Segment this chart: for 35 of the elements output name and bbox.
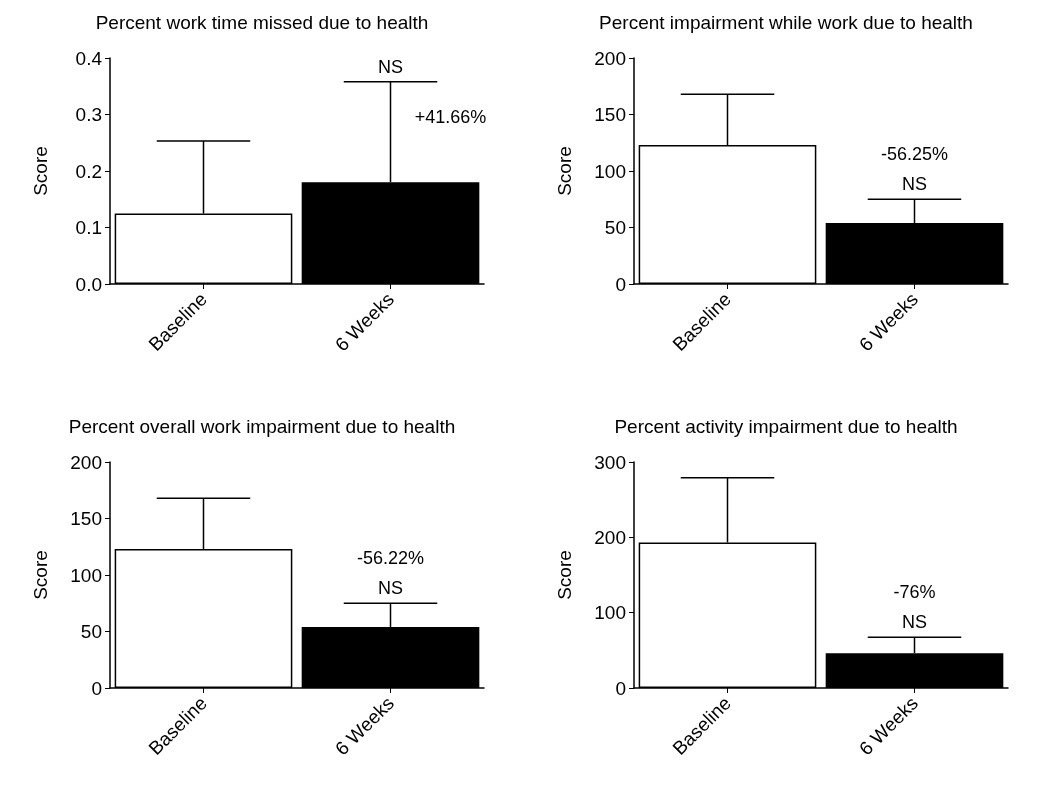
chart-title: Percent work time missed due to health (95, 12, 429, 33)
y-tick-label: 150 (70, 508, 102, 529)
annotation: NS (901, 612, 928, 633)
y-tick-label: 0 (91, 677, 102, 699)
annotation: -56.25% (880, 144, 949, 165)
y-axis-title: Score (30, 550, 51, 600)
y-axis-title: Score (554, 146, 575, 196)
annotation: +41.66% (414, 106, 487, 127)
y-tick-label: 0.3 (75, 104, 102, 125)
y-tick-label: 200 (594, 47, 626, 69)
annotation: -56.22% (356, 548, 425, 569)
y-axis-title: Score (554, 550, 575, 600)
y-tick-label: 200 (594, 526, 626, 548)
y-tick-label: 200 (70, 451, 102, 473)
chart-title: Percent activity impairment due to health (614, 416, 958, 437)
annotation: NS (901, 174, 928, 195)
y-tick-label: 0.2 (75, 160, 102, 182)
y-tick-label: 300 (594, 451, 626, 473)
y-tick-label: 150 (594, 104, 626, 125)
y-tick-label: 50 (80, 621, 102, 642)
y-tick-label: 0.4 (75, 47, 103, 69)
y-axis-title: Score (30, 146, 51, 196)
y-tick-label: 100 (594, 602, 626, 624)
y-tick-label: 0 (615, 273, 626, 295)
y-tick-label: 50 (604, 217, 626, 238)
annotation: NS (377, 578, 404, 599)
chart-title: Percent overall work impairment due to health (68, 416, 456, 437)
y-tick-label: 0.1 (75, 217, 102, 238)
y-tick-label: 0 (615, 677, 626, 699)
annotation: -76% (893, 582, 936, 603)
y-tick-label: 100 (70, 564, 102, 586)
y-tick-label: 100 (594, 160, 626, 182)
y-tick-label: 0.0 (75, 273, 102, 295)
annotation: NS (377, 56, 404, 77)
chart-title: Percent impairment while work due to health (599, 12, 973, 33)
